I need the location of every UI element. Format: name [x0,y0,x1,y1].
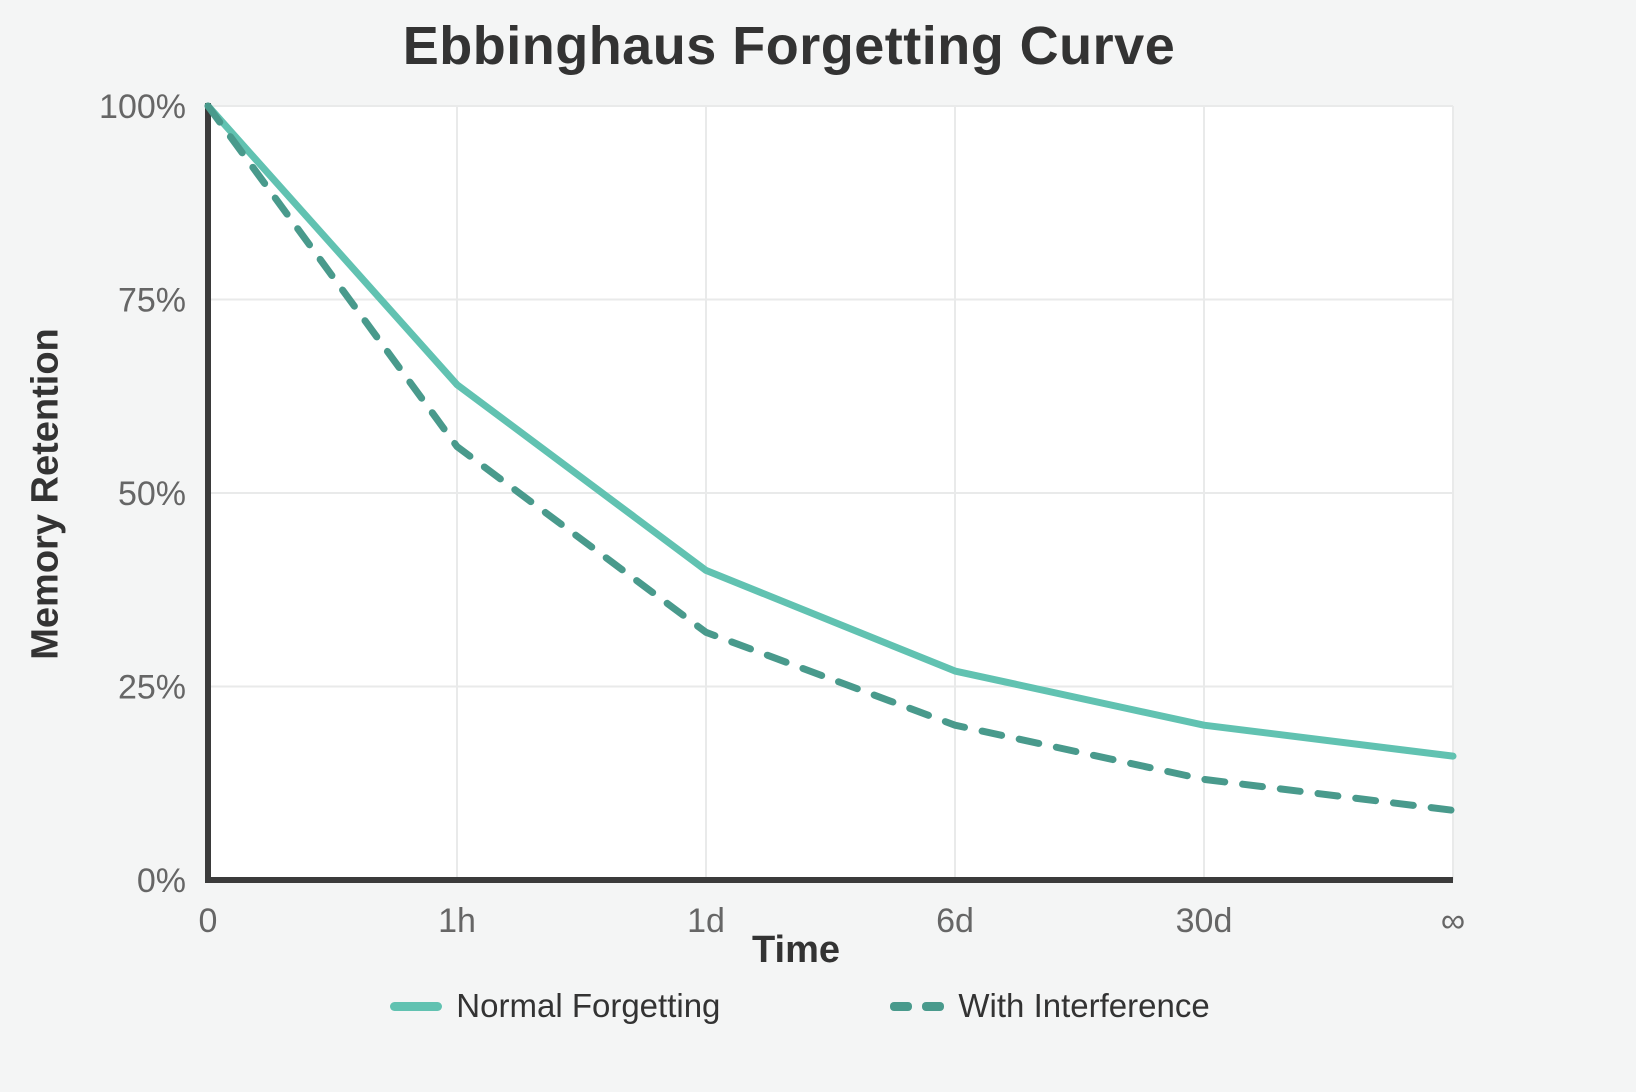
y-tick-label-50%: 50% [118,475,186,513]
y-tick-label-100%: 100% [99,88,186,126]
x-tick-label-1d: 1d [687,902,725,940]
legend-label-normal-forgetting: Normal Forgetting [456,987,721,1024]
dash-segment [890,1001,913,1011]
x-tick-label-0: 0 [199,902,218,940]
legend-item-with-interference[interactable]: With Interference [890,987,1210,1025]
x-tick-label-∞: ∞ [1441,902,1465,940]
y-axis-title: Memory Retention [24,328,67,660]
x-tick-label-6d: 6d [936,902,974,940]
legend-label-with-interference: With Interference [958,987,1210,1024]
series-line-with-interference[interactable] [204,102,1457,814]
x-tick-label-30d: 30d [1176,902,1233,940]
legend-item-normal-forgetting[interactable]: Normal Forgetting [390,987,720,1025]
chart-title: Ebbinghaus Forgetting Curve [402,16,1176,76]
dash-segment [922,1001,945,1011]
series-line-normal-forgetting[interactable] [204,102,1457,760]
y-tick-label-25%: 25% [118,669,186,707]
legend-swatch-dashed-line-icon [890,1001,945,1011]
x-tick-label-1h: 1h [438,902,476,940]
legend-swatch-solid-line-icon [390,1001,443,1011]
legend: Normal Forgetting With Interference [0,987,1600,1025]
y-tick-label-75%: 75% [118,282,186,320]
x-axis-title: Time [751,929,840,971]
y-tick-label-0%: 0% [137,862,186,900]
